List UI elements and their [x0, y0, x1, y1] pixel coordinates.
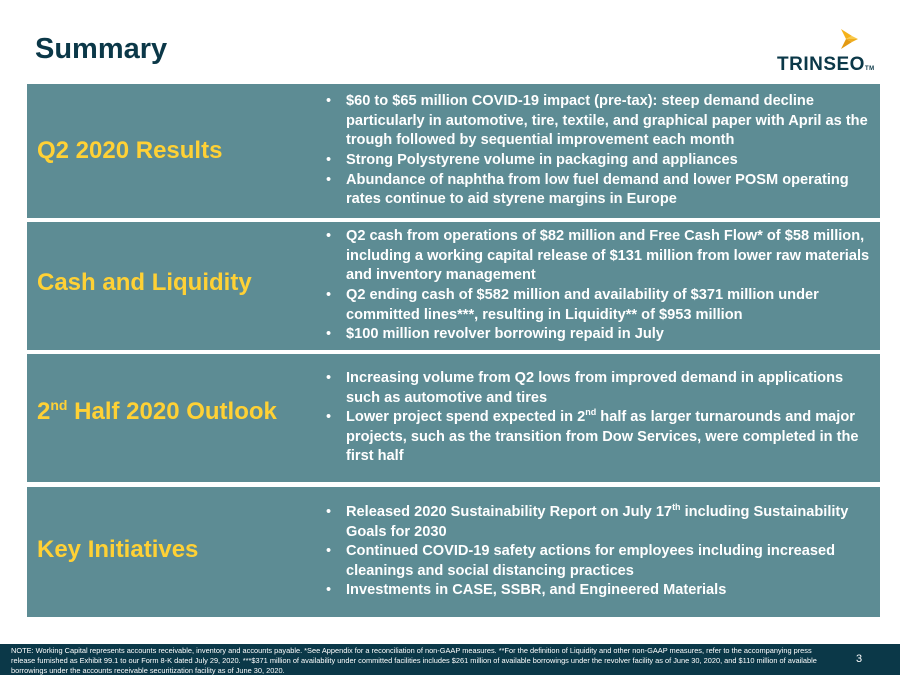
logo-wordmark: TRINSEOTM [777, 54, 875, 75]
bullet-item: Q2 ending cash of $582 million and avail… [323, 286, 877, 325]
bullet-item: Investments in CASE, SSBR, and Engineere… [323, 581, 877, 601]
trinseo-logo: TRINSEOTM [772, 28, 875, 78]
row-label-q2-results: Q2 2020 Results [37, 137, 223, 164]
row-key-initiatives: Key Initiatives Released 2020 Sustainabi… [27, 487, 880, 617]
row-label-second-half-outlook: 2nd Half 2020 Outlook [37, 397, 277, 425]
bullet-item: $60 to $65 million COVID-19 impact (pre-… [323, 92, 877, 151]
bullet-list-key-initiatives: Released 2020 Sustainability Report on J… [323, 487, 877, 617]
bullet-item: Strong Polystyrene volume in packaging a… [323, 151, 877, 171]
footer-bar: NOTE: Working Capital represents account… [0, 644, 900, 675]
footnote-text: NOTE: Working Capital represents account… [11, 646, 817, 675]
page-number: 3 [856, 653, 863, 665]
bullet-item: Abundance of naphtha from low fuel deman… [323, 171, 877, 210]
bullet-list-second-half-outlook: Increasing volume from Q2 lows from impr… [323, 354, 877, 482]
row-label-key-initiatives: Key Initiatives [37, 536, 199, 563]
bullet-item: Q2 cash from operations of $82 million a… [323, 227, 877, 286]
row-second-half-outlook: 2nd Half 2020 Outlook Increasing volume … [27, 354, 880, 482]
bullet-item: Increasing volume from Q2 lows from impr… [323, 369, 877, 408]
row-label-cash-liquidity: Cash and Liquidity [37, 269, 252, 296]
bullet-list-q2-results: $60 to $65 million COVID-19 impact (pre-… [323, 84, 877, 218]
bullet-item: Released 2020 Sustainability Report on J… [323, 503, 877, 542]
row-q2-results: Q2 2020 Results $60 to $65 million COVID… [27, 84, 880, 218]
bullet-item: $100 million revolver borrowing repaid i… [323, 325, 877, 345]
page-title: Summary [35, 33, 168, 65]
bullet-item: Continued COVID-19 safety actions for em… [323, 542, 877, 581]
trinseo-chevron-icon [841, 29, 858, 49]
bullet-list-cash-liquidity: Q2 cash from operations of $82 million a… [323, 222, 877, 350]
bullet-item: Lower project spend expected in 2nd half… [323, 408, 877, 467]
row-cash-liquidity: Cash and Liquidity Q2 cash from operatio… [27, 222, 880, 350]
